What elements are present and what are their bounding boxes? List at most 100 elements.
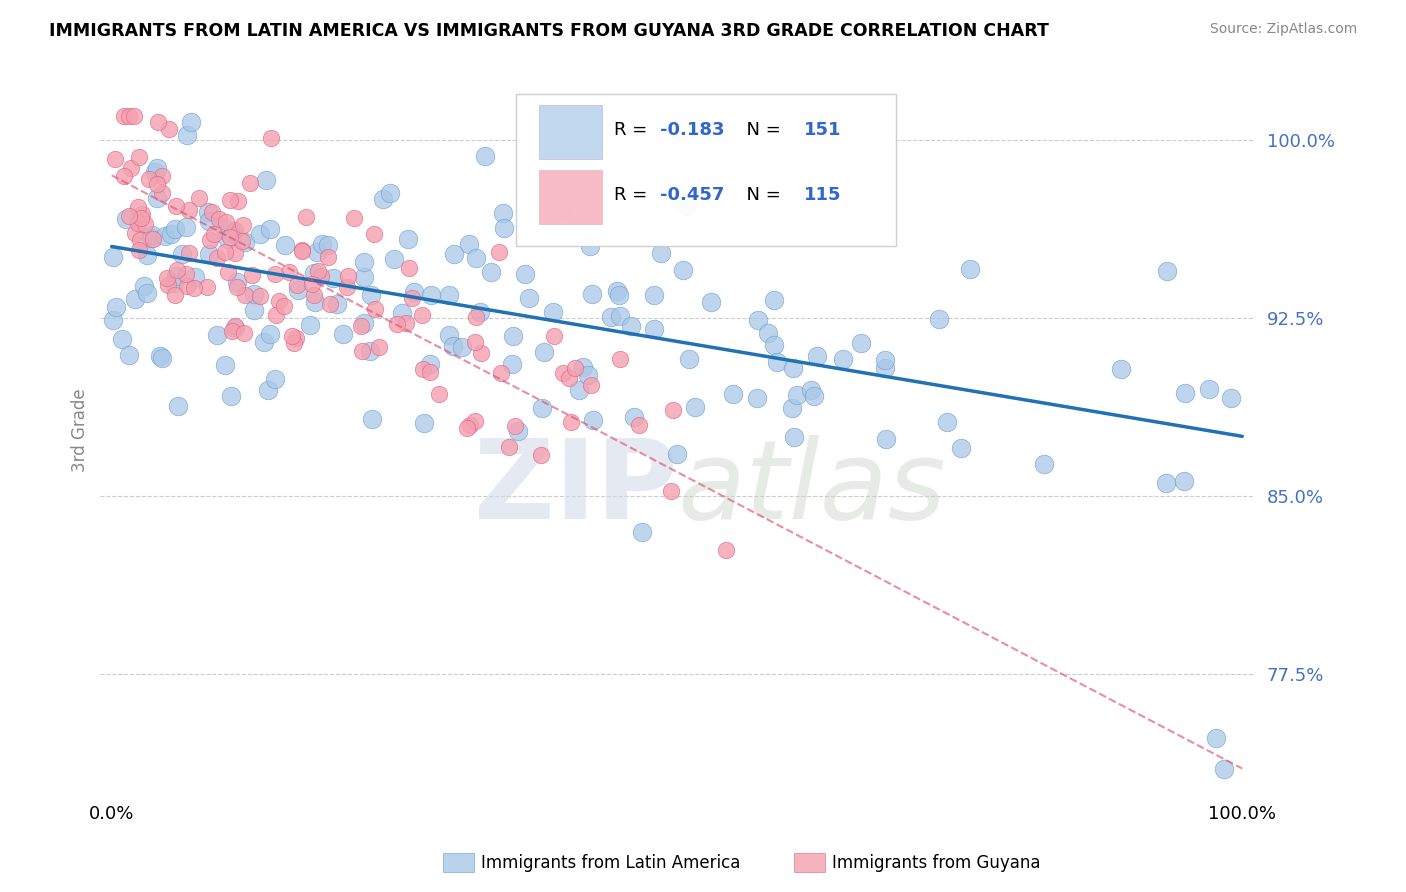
Point [132, 279, 155, 293]
Point [666, 446, 689, 460]
Point [558, 370, 581, 384]
Point [141, 228, 163, 243]
Point [420, 288, 443, 302]
Point [302, 288, 325, 302]
Point [264, 308, 287, 322]
Point [198, 233, 221, 247]
Point [385, 318, 408, 332]
Point [214, 245, 236, 260]
Point [259, 222, 281, 236]
Point [380, 186, 402, 200]
Point [283, 336, 305, 351]
Point [128, 150, 150, 164]
Point [1109, 362, 1132, 376]
Point [676, 199, 699, 213]
Point [464, 251, 486, 265]
Point [623, 410, 645, 425]
Point [243, 303, 266, 318]
Point [183, 281, 205, 295]
Point [464, 334, 486, 349]
Point [465, 310, 488, 325]
Text: 151: 151 [804, 121, 841, 139]
Point [360, 288, 382, 302]
Point [138, 172, 160, 186]
Point [551, 366, 574, 380]
Point [215, 214, 238, 228]
Point [166, 263, 188, 277]
Point [198, 214, 221, 228]
Point [336, 280, 359, 294]
Point [350, 318, 373, 333]
Point [112, 169, 135, 184]
Point [197, 205, 219, 219]
Point [395, 316, 418, 330]
Point [419, 357, 441, 371]
Point [502, 329, 524, 343]
Text: N =: N = [734, 186, 786, 204]
Point [160, 227, 183, 241]
Point [928, 311, 950, 326]
Y-axis label: 3rd Grade: 3rd Grade [72, 389, 89, 472]
Point [301, 277, 323, 291]
Point [765, 354, 787, 368]
Point [101, 250, 124, 264]
Point [263, 372, 285, 386]
Point [226, 194, 249, 209]
Point [264, 268, 287, 282]
Point [501, 357, 523, 371]
Text: R =: R = [613, 121, 652, 139]
Point [456, 420, 478, 434]
Text: 115: 115 [804, 186, 841, 204]
Point [678, 352, 700, 367]
Point [239, 176, 262, 190]
Point [367, 340, 389, 354]
Point [343, 211, 366, 225]
Point [517, 291, 540, 305]
Point [176, 128, 198, 142]
Point [165, 287, 187, 301]
Point [373, 192, 395, 206]
Point [350, 343, 373, 358]
Point [579, 238, 602, 252]
Point [579, 378, 602, 392]
Point [219, 230, 242, 244]
Point [291, 243, 314, 257]
Point [124, 292, 146, 306]
Point [149, 349, 172, 363]
Point [780, 401, 803, 416]
Point [700, 295, 723, 310]
Point [165, 269, 187, 284]
Point [214, 358, 236, 372]
Point [419, 365, 441, 379]
Point [150, 186, 173, 200]
Point [479, 265, 502, 279]
Point [226, 280, 249, 294]
Point [396, 232, 419, 246]
Point [207, 251, 229, 265]
Point [662, 403, 685, 417]
Point [1033, 458, 1056, 472]
Point [316, 250, 339, 264]
Point [225, 275, 247, 289]
Text: Immigrants from Guyana: Immigrants from Guyana [832, 854, 1040, 871]
Point [145, 161, 167, 176]
Point [259, 326, 281, 341]
Point [129, 233, 152, 247]
Point [165, 199, 187, 213]
Point [150, 351, 173, 365]
Point [576, 368, 599, 382]
Point [429, 386, 451, 401]
Point [582, 412, 605, 426]
Point [139, 230, 162, 244]
Point [131, 206, 153, 220]
Point [221, 324, 243, 338]
Point [118, 348, 141, 362]
Point [174, 267, 197, 281]
Point [156, 271, 179, 285]
Point [873, 352, 896, 367]
Point [146, 190, 169, 204]
Point [364, 301, 387, 316]
FancyBboxPatch shape [538, 104, 602, 159]
Point [609, 309, 631, 323]
Point [231, 234, 253, 248]
